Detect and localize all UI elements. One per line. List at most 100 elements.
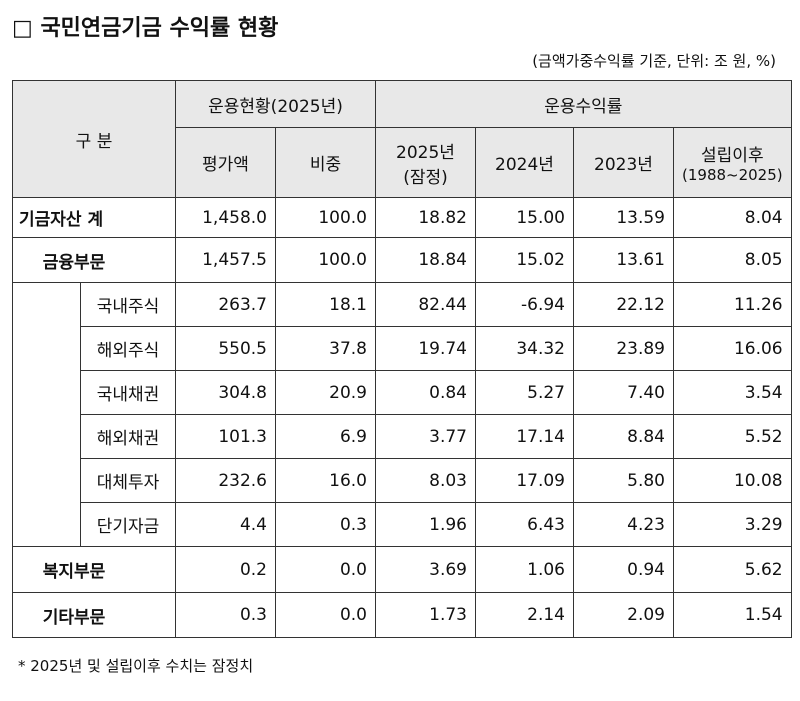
value-cell: 19.74 <box>375 326 476 371</box>
cell-text: 5.80 <box>627 470 665 491</box>
cell-text: 1.54 <box>744 605 783 625</box>
value-cell: 13.59 <box>573 197 674 238</box>
sub-row-label: 국내채권 <box>80 370 176 415</box>
cell-text: 263.7 <box>218 294 267 315</box>
sub-row-label: 단기자금 <box>80 502 176 547</box>
value-cell: 0.94 <box>573 546 674 593</box>
cell-text: 5.52 <box>744 426 783 447</box>
value-cell: 2.09 <box>573 592 674 638</box>
value-cell: 5.27 <box>475 370 574 415</box>
cell-text: 국내채권 <box>96 385 160 405</box>
cell-text: 15.02 <box>516 250 565 270</box>
cell-text: 37.8 <box>329 338 367 359</box>
cell-text: 비중 <box>309 155 342 175</box>
header-cell: 2023년 <box>573 127 674 198</box>
cell-text: 100.0 <box>318 207 367 228</box>
cell-text: 복지부문 <box>42 562 106 582</box>
value-cell: 8.04 <box>673 197 792 238</box>
table-row: 복지부문 0.2 0.0 3.69 1.06 0.94 5.62 <box>12 546 792 593</box>
cell-text: 해외채권 <box>96 429 160 449</box>
table-row: 국내주식 263.7 18.1 82.44 -6.94 22.12 11.26 <box>12 282 792 547</box>
blank-cell <box>12 282 81 547</box>
cell-text: 8.84 <box>627 426 665 447</box>
cell-text: 0.0 <box>339 559 367 580</box>
header-cell: 설립이후 (1988~2025) <box>673 127 792 198</box>
cell-text: 0.84 <box>429 382 467 403</box>
cell-text: 1.96 <box>429 514 467 535</box>
value-cell: 100.0 <box>275 237 376 283</box>
value-cell: 3.77 <box>375 414 476 459</box>
cell-text: -6.94 <box>521 294 565 315</box>
cell-text: 운용현황(2025년) <box>208 96 343 117</box>
value-cell: 10.08 <box>673 458 792 503</box>
cell-text: 34.32 <box>516 338 565 359</box>
row-label: 복지부문 <box>12 546 176 593</box>
row-label: 기타부문 <box>12 592 176 638</box>
table-row: 기타부문 0.3 0.0 1.73 2.14 2.09 1.54 <box>12 592 792 638</box>
value-cell: 263.7 <box>175 282 276 327</box>
value-cell: 17.09 <box>475 458 574 503</box>
cell-text: 17.09 <box>516 470 565 491</box>
cell-text: 82.44 <box>418 294 467 315</box>
value-cell: 1,457.5 <box>175 237 276 283</box>
value-cell: 0.84 <box>375 370 476 415</box>
row-label: 기금자산 계 <box>12 197 176 238</box>
value-cell: 8.05 <box>673 237 792 283</box>
value-cell: 34.32 <box>475 326 574 371</box>
value-cell: 550.5 <box>175 326 276 371</box>
value-cell: 8.84 <box>573 414 674 459</box>
cell-text: 1.73 <box>429 605 467 625</box>
cell-text: 운용수익률 <box>544 96 623 117</box>
header-cell: 운용현황(2025년) <box>175 80 376 128</box>
cell-text: 2023년 <box>594 155 653 175</box>
value-cell: 5.80 <box>573 458 674 503</box>
cell-text: 16.0 <box>329 470 367 491</box>
header-cell: 2024년 <box>475 127 574 198</box>
returns-table: 구 분 운용현황(2025년) 운용수익률 평가액 비중 2025년 (잠정) 2024년 20… <box>12 80 792 638</box>
cell-text: 13.61 <box>616 250 665 270</box>
cell-text: 1.06 <box>527 559 565 580</box>
value-cell: 22.12 <box>573 282 674 327</box>
header-cell: 평가액 <box>175 127 276 198</box>
value-cell: 0.0 <box>275 592 376 638</box>
value-cell: 23.89 <box>573 326 674 371</box>
value-cell: 11.26 <box>673 282 792 327</box>
cell-text: 국내주식 <box>96 297 160 317</box>
cell-text: 0.94 <box>627 559 665 580</box>
cell-text: 금융부문 <box>42 252 106 273</box>
value-cell: 15.02 <box>475 237 574 283</box>
value-cell: 8.03 <box>375 458 476 503</box>
table-row: 대체투자 232.6 16.0 8.03 17.09 5.80 10.08 <box>13 458 792 503</box>
unit-note: (금액가중수익률 기준, 단위: 조 원, %) <box>532 52 776 70</box>
table-row: 구 분 운용현황(2025년) 운용수익률 <box>12 80 792 198</box>
cell-text: 22.12 <box>616 294 665 315</box>
row-label: 금융부문 <box>12 237 176 283</box>
cell-text: 1,458.0 <box>202 207 267 228</box>
cell-text: 2.14 <box>527 605 565 625</box>
cell-text: 8.05 <box>744 250 783 270</box>
cell-text: (1988~2025) <box>682 166 783 184</box>
table-row: 해외채권 101.3 6.9 3.77 17.14 8.84 5.52 <box>13 414 792 459</box>
table-body: 구 분 운용현황(2025년) 운용수익률 평가액 비중 2025년 (잠정) 2024년 20… <box>12 80 792 638</box>
cell-text: 10.08 <box>733 470 783 491</box>
value-cell: 100.0 <box>275 197 376 238</box>
cell-text: 100.0 <box>318 250 367 270</box>
cell-text: 23.89 <box>616 338 665 359</box>
footnote: * 2025년 및 설립이후 수치는 잠정치 <box>18 657 254 675</box>
value-cell: 18.1 <box>275 282 376 327</box>
cell-text: 232.6 <box>218 470 267 491</box>
cell-text: 16.06 <box>733 338 783 359</box>
cell-text: 평가액 <box>202 155 249 175</box>
cell-text: 3.54 <box>744 382 783 403</box>
cell-text: 20.9 <box>329 382 367 403</box>
value-cell: 16.0 <box>275 458 376 503</box>
table-row: 평가액 비중 2025년 (잠정) 2024년 2023년 설립이후 (1988~2025) <box>13 127 792 198</box>
cell-text: (잠정) <box>403 167 448 188</box>
cell-text: 13.59 <box>616 207 665 228</box>
sub-row-label: 해외주식 <box>80 326 176 371</box>
cell-text: 대체투자 <box>96 473 160 493</box>
value-cell: 5.62 <box>673 546 792 593</box>
value-cell: 16.06 <box>673 326 792 371</box>
value-cell: 18.82 <box>375 197 476 238</box>
